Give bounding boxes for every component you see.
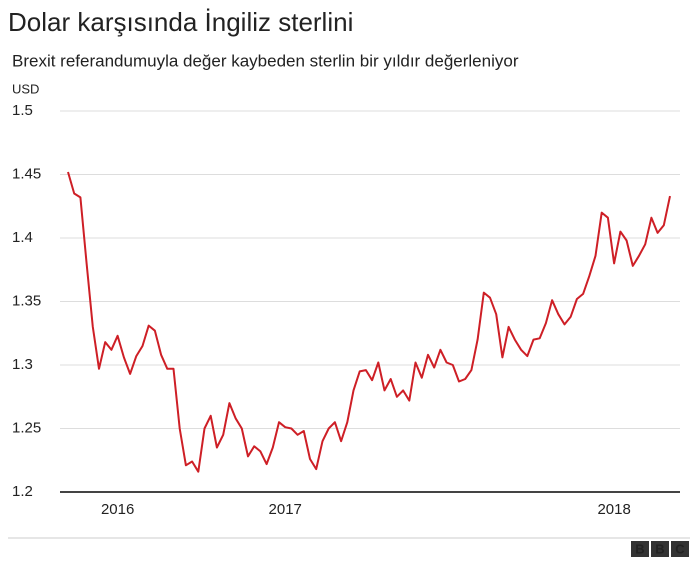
x-tick-label: 2016: [101, 501, 134, 518]
x-tick-label: 2017: [269, 501, 302, 518]
chart-title: Dolar karşısında İngiliz sterlini: [8, 7, 353, 37]
logo-letter: B: [635, 541, 644, 556]
logo-letter: B: [655, 541, 664, 556]
y-tick-label: 1.2: [12, 483, 33, 500]
y-tick-label: 1.3: [12, 356, 33, 373]
chart-subtitle: Brexit referandumuyla değer kaybeden ste…: [12, 51, 519, 70]
logo-letter: C: [675, 541, 685, 556]
y-tick-label: 1.35: [12, 292, 41, 309]
y-axis-label: USD: [12, 81, 39, 96]
logo-box: [671, 541, 689, 557]
logo-box: [651, 541, 669, 557]
y-tick-label: 1.4: [12, 229, 33, 246]
y-tick-label: 1.45: [12, 165, 41, 182]
y-tick-label: 1.25: [12, 419, 41, 436]
logo-box: [631, 541, 649, 557]
y-tick-label: 1.5: [12, 102, 33, 119]
x-tick-label: 2018: [597, 501, 630, 518]
price-line: [67, 171, 671, 473]
